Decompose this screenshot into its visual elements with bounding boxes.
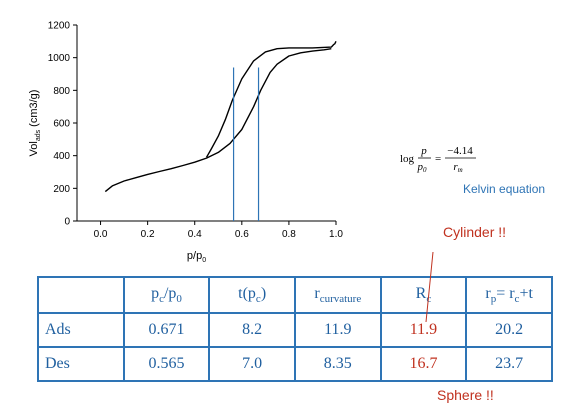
header-empty — [37, 276, 125, 314]
isotherm-chart: 0.0 0.2 0.4 0.6 0.8 1.0020040060080010001200 … — [28, 21, 344, 265]
table-cell-rc: 16.7 — [379, 346, 468, 382]
table-row: Ads 0.671 8.2 11.9 11.9 20.2 — [37, 312, 553, 348]
y-tick-label: 0 — [64, 217, 70, 228]
table-cell: 8.35 — [293, 346, 382, 382]
y-axis-title: Volads (cm3/g) — [28, 90, 42, 157]
header-rp: rp= rc+t — [465, 276, 553, 314]
table-cell: 0.671 — [122, 312, 211, 348]
table-cell: 11.9 — [293, 312, 382, 348]
y-tick-label: 200 — [53, 184, 70, 195]
y-tick-label: 400 — [53, 151, 70, 162]
chart-series — [104, 40, 337, 193]
table-cell: 20.2 — [465, 312, 553, 348]
table-cell: 23.7 — [465, 346, 553, 382]
header-rc: Rc — [379, 276, 468, 314]
kelvin-equation-label: Kelvin equation — [463, 182, 546, 196]
cylinder-annotation: Cylinder !! — [443, 224, 507, 240]
x-tick-label: 0.4 — [188, 229, 202, 240]
table-row: Des 0.565 7.0 8.35 16.7 23.7 — [37, 346, 553, 382]
y-tick-label: 1000 — [48, 53, 71, 64]
table-cell: 8.2 — [208, 312, 296, 348]
header-pc-p0: pc/p0 — [122, 276, 211, 314]
x-tick-label: 0.6 — [235, 229, 249, 240]
series-line-2 — [205, 40, 337, 158]
y-tick-label: 800 — [53, 86, 70, 97]
y-tick-label: 600 — [53, 119, 70, 130]
chart-vlines — [232, 67, 260, 221]
chart-ticks: 0.0 0.2 0.4 0.6 0.8 1.0 0 200 400 600 800 1000 1200 — [48, 21, 344, 241]
header-r-curvature: rcurvature — [293, 276, 382, 314]
x-axis-title: p/p0 — [187, 250, 206, 264]
x-tick-label: 0.0 — [94, 229, 108, 240]
table-cell: 0.565 — [122, 346, 211, 382]
sphere-annotation: Sphere !! — [437, 387, 494, 403]
header-t-pc: t(pc) — [208, 276, 296, 314]
y-tick-label: 1200 — [48, 21, 71, 32]
x-tick-label: 0.8 — [282, 229, 296, 240]
formula-log: log — [400, 153, 415, 165]
x-tick-label: 1.0 — [329, 229, 343, 240]
series-line-1 — [104, 48, 332, 193]
table-header-row: pc/p0 t(pc) rcurvature Rc rp= rc+t — [37, 276, 553, 314]
formula-equals: = — [435, 153, 441, 165]
table-cell: 7.0 — [208, 346, 296, 382]
formula-denominator: rm — [453, 161, 462, 174]
table-cell-rc: 11.9 — [379, 312, 468, 348]
kelvin-formula: log p p0 = −4.14 rm — [400, 145, 476, 174]
pore-size-table: pc/p0 t(pc) rcurvature Rc rp= rc+t Ads 0… — [37, 276, 553, 382]
x-tick-label: 0.2 — [141, 229, 155, 240]
row-label-des: Des — [37, 346, 125, 382]
formula-numerator: −4.14 — [447, 145, 473, 157]
formula-p: p — [420, 145, 427, 157]
row-label-ads: Ads — [37, 312, 125, 348]
formula-p0: p0 — [417, 161, 428, 174]
